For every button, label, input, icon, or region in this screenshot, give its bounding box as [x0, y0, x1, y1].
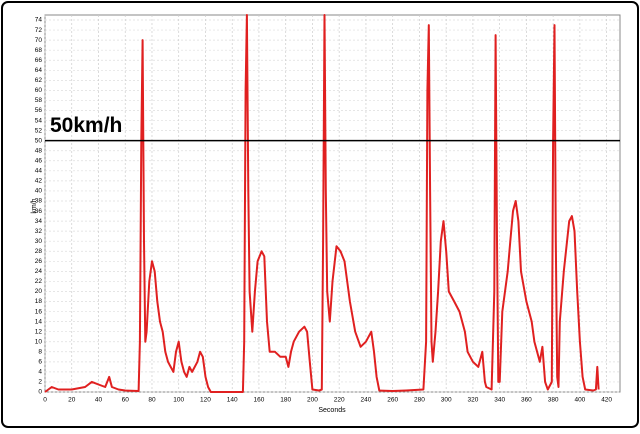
y-tick-label: 34 [35, 218, 43, 225]
x-tick-label: 160 [254, 397, 265, 404]
x-tick-label: 200 [307, 397, 318, 404]
y-tick-label: 16 [35, 308, 43, 315]
y-tick-label: 36 [35, 208, 43, 215]
x-axis-label: Seconds [318, 407, 346, 414]
y-tick-label: 2 [38, 379, 42, 386]
x-tick-label: 140 [227, 397, 238, 404]
x-tick-label: 20 [68, 397, 76, 404]
x-tick-label: 240 [361, 397, 372, 404]
y-tick-label: 18 [35, 298, 43, 305]
x-tick-label: 280 [414, 397, 425, 404]
y-tick-label: 0 [38, 389, 42, 396]
y-tick-label: 74 [35, 17, 43, 24]
x-tick-label: 260 [387, 397, 398, 404]
x-tick-label: 120 [200, 397, 211, 404]
y-tick-label: 20 [35, 288, 43, 295]
y-tick-label: 50 [35, 137, 43, 144]
y-tick-label: 26 [35, 258, 43, 265]
y-tick-label: 68 [35, 47, 43, 54]
y-tick-label: 70 [35, 37, 43, 44]
x-tick-label: 100 [173, 397, 184, 404]
y-tick-label: 56 [35, 107, 43, 114]
y-tick-label: 12 [35, 328, 43, 335]
y-tick-label: 6 [38, 359, 42, 366]
y-tick-label: 46 [35, 157, 43, 164]
y-tick-label: 60 [35, 87, 43, 94]
x-tick-label: 0 [43, 397, 47, 404]
y-tick-label: 10 [35, 338, 43, 345]
y-tick-label: 62 [35, 77, 43, 84]
y-tick-label: 28 [35, 248, 43, 255]
x-tick-label: 400 [574, 397, 585, 404]
x-tick-label: 40 [95, 397, 103, 404]
y-tick-label: 22 [35, 278, 43, 285]
y-tick-label: 38 [35, 198, 43, 205]
y-tick-label: 8 [38, 349, 42, 356]
x-tick-label: 420 [601, 397, 612, 404]
y-tick-label: 40 [35, 188, 43, 195]
y-tick-label: 52 [35, 127, 43, 134]
y-tick-label: 66 [35, 57, 43, 64]
x-tick-label: 180 [280, 397, 291, 404]
x-tick-label: 80 [148, 397, 156, 404]
y-tick-label: 32 [35, 228, 43, 235]
x-tick-label: 340 [494, 397, 505, 404]
y-tick-label: 72 [35, 27, 43, 34]
y-tick-label: 4 [38, 369, 42, 376]
x-tick-label: 320 [467, 397, 478, 404]
y-tick-label: 64 [35, 67, 43, 74]
speed-line [44, 14, 600, 393]
y-tick-label: 58 [35, 97, 43, 104]
x-tick-label: 300 [441, 397, 452, 404]
y-tick-label: 30 [35, 238, 43, 245]
y-tick-label: 24 [35, 268, 43, 275]
x-tick-label: 220 [334, 397, 345, 404]
x-tick-label: 380 [548, 397, 559, 404]
y-tick-label: 48 [35, 147, 43, 154]
y-tick-label: 14 [35, 318, 43, 325]
y-tick-label: 44 [35, 168, 43, 175]
x-tick-label: 360 [521, 397, 532, 404]
y-axis-label: km/h [31, 198, 38, 213]
reference-label: 50km/h [50, 114, 122, 137]
x-tick-label: 60 [122, 397, 130, 404]
y-tick-label: 54 [35, 117, 43, 124]
y-tick-label: 42 [35, 178, 43, 185]
